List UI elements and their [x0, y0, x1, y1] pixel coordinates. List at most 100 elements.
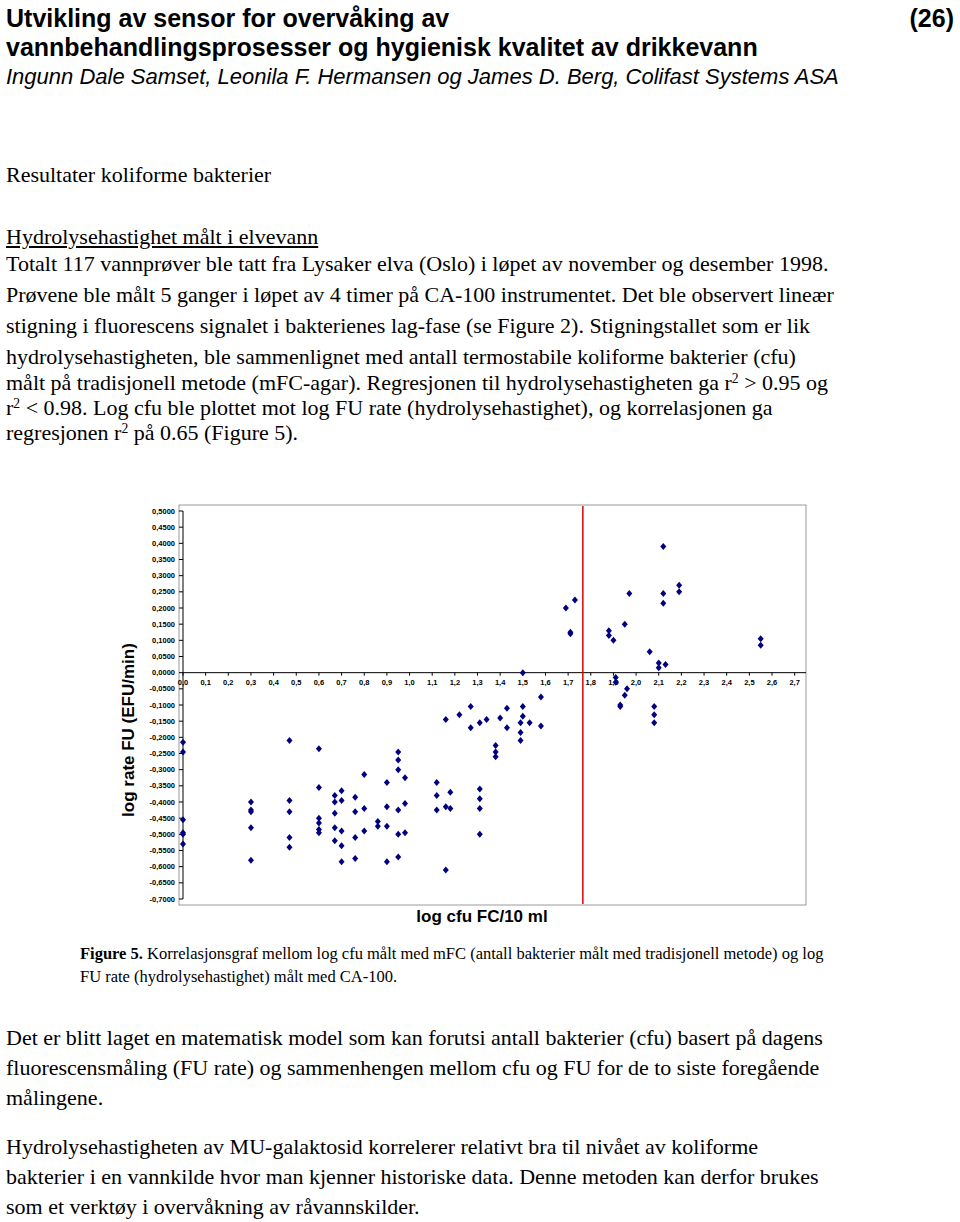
- paragraph-line: stigning i fluorescens signalet i bakter…: [6, 313, 810, 339]
- text-run: Korrelasjonsgraf mellom log cfu målt med…: [143, 944, 823, 963]
- y-tick: [179, 866, 183, 867]
- x-tick: [364, 673, 365, 676]
- y-tick-label: -0,2500: [150, 749, 175, 758]
- x-tick-label: 1,8: [586, 678, 596, 687]
- superscript: 2: [13, 396, 20, 411]
- x-tick-label: 2,6: [767, 678, 777, 687]
- x-tick-label: 1,0: [404, 678, 414, 687]
- data-point: [504, 705, 510, 712]
- x-tick-label: 1,3: [472, 678, 482, 687]
- y-tick: [179, 802, 183, 803]
- superscript: 2: [732, 371, 739, 386]
- data-point: [520, 669, 526, 676]
- y-tick: [179, 640, 183, 641]
- authors: Ingunn Dale Samset, Leonila F. Hermansen…: [6, 64, 839, 90]
- paragraph-line: bakterier i en vannkilde hvor man kjenne…: [6, 1164, 819, 1190]
- data-point: [180, 748, 186, 755]
- x-tick-label: 1,7: [563, 678, 573, 687]
- y-tick-label: -0,6000: [150, 862, 175, 871]
- y-tick: [179, 785, 183, 786]
- data-point: [477, 795, 483, 802]
- bold-run: Figure 5.: [80, 944, 143, 963]
- x-tick-label: 0,9: [382, 678, 392, 687]
- data-point: [286, 834, 292, 841]
- caption-line: Figure 5. Korrelasjonsgraf mellom log cf…: [80, 944, 823, 964]
- data-point: [567, 630, 573, 637]
- data-point: [497, 714, 503, 721]
- y-tick-label: -0,2000: [150, 733, 175, 742]
- data-point: [538, 693, 544, 700]
- x-tick-label: 1,4: [495, 678, 506, 687]
- y-tick: [179, 769, 183, 770]
- data-point: [352, 808, 358, 815]
- x-tick: [636, 673, 637, 676]
- y-axis-label: log rate FU (EFU/min): [119, 643, 138, 817]
- subheading: Hydrolysehastighet målt i elvevann: [6, 224, 318, 250]
- data-point: [248, 824, 254, 831]
- page-number: (26): [910, 4, 954, 33]
- text-run: målt på tradisjonell metode (mFC-agar). …: [6, 370, 732, 395]
- data-point: [477, 805, 483, 812]
- data-point: [758, 635, 764, 642]
- data-point: [493, 753, 499, 760]
- x-tick: [296, 673, 297, 676]
- x-tick-label: 0,6: [314, 678, 324, 687]
- data-point: [352, 855, 358, 862]
- paragraph-line: Hydrolysehastigheten av MU-galaktosid ko…: [6, 1134, 758, 1160]
- data-point: [332, 792, 338, 799]
- x-axis-label: log cfu FC/10 ml: [416, 907, 547, 926]
- y-tick-label: 0,3000: [152, 571, 175, 580]
- y-tick: [179, 737, 183, 738]
- x-tick: [681, 673, 682, 676]
- data-point: [402, 774, 408, 781]
- data-point: [660, 600, 666, 607]
- y-tick: [179, 882, 183, 883]
- data-point: [361, 805, 367, 812]
- data-point: [572, 596, 578, 603]
- y-tick-label: -0,4500: [150, 814, 175, 823]
- data-point: [468, 703, 474, 710]
- x-tick-label: 2,3: [699, 678, 709, 687]
- x-tick-label: 0,4: [268, 678, 279, 687]
- y-tick: [179, 591, 183, 592]
- x-tick: [386, 673, 387, 676]
- data-point: [316, 784, 322, 791]
- data-point: [520, 713, 526, 720]
- data-point: [484, 716, 490, 723]
- x-tick-label: 2,4: [721, 678, 732, 687]
- data-point: [626, 590, 632, 597]
- data-point: [395, 748, 401, 755]
- y-tick-label: -0,6500: [150, 878, 175, 887]
- x-tick: [432, 673, 433, 676]
- data-point: [180, 841, 186, 848]
- text-run: stigning i fluorescens signalet i bakter…: [6, 313, 810, 338]
- data-point: [332, 837, 338, 844]
- text-run: hydrolysehastigheten, ble sammenlignet m…: [6, 344, 796, 369]
- y-tick: [179, 850, 183, 851]
- data-point: [434, 807, 440, 814]
- y-tick: [179, 899, 183, 900]
- y-tick: [179, 559, 183, 560]
- y-tick-label: 0,0500: [152, 652, 175, 661]
- data-point: [622, 621, 628, 628]
- x-tick-label: 0,5: [291, 678, 301, 687]
- x-tick: [183, 673, 184, 676]
- data-point: [676, 588, 682, 595]
- data-point: [758, 642, 764, 649]
- x-tick-label: 0,3: [246, 678, 256, 687]
- data-point: [538, 723, 544, 730]
- y-tick: [179, 543, 183, 544]
- title-line: Utvikling av sensor for overvåking av: [6, 4, 449, 33]
- data-point: [339, 842, 345, 849]
- x-tick: [772, 673, 773, 676]
- y-tick: [179, 608, 183, 609]
- data-point: [180, 739, 186, 746]
- data-point: [563, 605, 569, 612]
- data-point: [384, 823, 390, 830]
- data-point: [443, 803, 449, 810]
- data-point: [477, 831, 483, 838]
- data-point: [651, 703, 657, 710]
- x-tick: [228, 673, 229, 676]
- y-tick-label: 0,4500: [152, 523, 175, 532]
- data-point: [443, 716, 449, 723]
